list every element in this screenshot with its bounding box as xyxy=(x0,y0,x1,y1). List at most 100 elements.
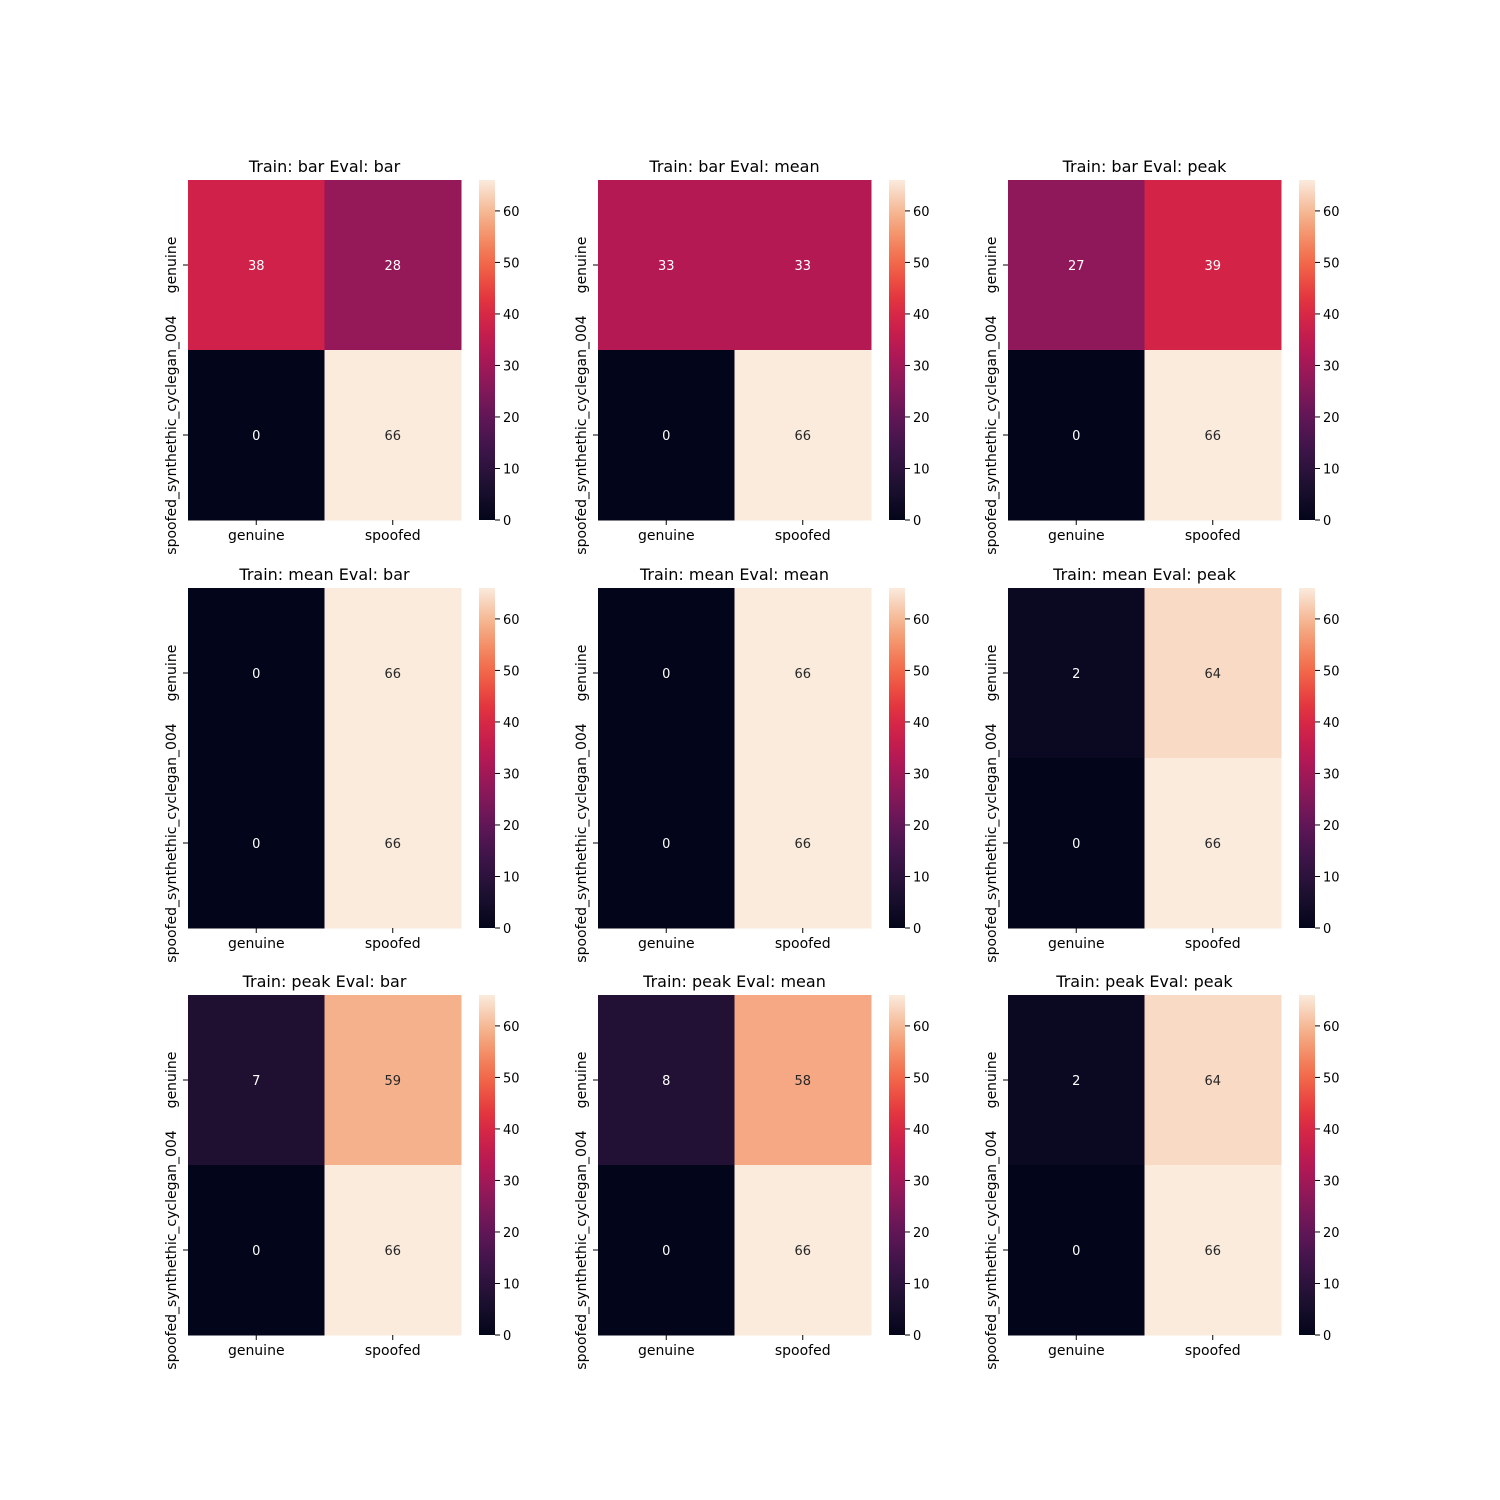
heatmap-cell xyxy=(324,588,462,759)
cell-value-label: 0 xyxy=(252,1244,260,1259)
colorbar-tick-label: 60 xyxy=(1323,613,1340,628)
heatmap-cell xyxy=(188,758,325,929)
colorbar-tick-label: 0 xyxy=(503,1329,511,1344)
cell-value-label: 66 xyxy=(794,667,811,682)
x-tick-label: spoofed xyxy=(365,528,421,544)
heatmap-cell xyxy=(598,758,735,929)
x-tick-label: genuine xyxy=(1048,1343,1105,1359)
cell-value-label: 66 xyxy=(1204,429,1221,444)
heatmap-cell xyxy=(734,588,872,759)
y-tick-label: spoofed_synthethic_cyclegan_004 xyxy=(164,723,180,962)
cell-value-label: 2 xyxy=(1072,667,1080,682)
cell-value-label: 8 xyxy=(662,1074,670,1089)
colorbar-tick-label: 30 xyxy=(503,359,520,374)
colorbar-tick-label: 0 xyxy=(913,514,921,529)
colorbar-tick-label: 60 xyxy=(913,205,930,220)
x-tick-label: spoofed xyxy=(365,1343,421,1359)
cell-value-label: 66 xyxy=(794,837,811,852)
cell-value-label: 59 xyxy=(384,1074,401,1089)
colorbar-tick-label: 20 xyxy=(1323,1226,1340,1241)
colorbar-tick-label: 40 xyxy=(503,1123,520,1138)
cell-value-label: 66 xyxy=(1204,1244,1221,1259)
cell-value-label: 0 xyxy=(1072,429,1080,444)
cell-value-label: 33 xyxy=(794,259,811,274)
colorbar-tick-label: 60 xyxy=(503,1020,520,1035)
panel-title: Train: bar Eval: bar xyxy=(248,157,401,176)
heatmap-cell xyxy=(734,758,872,929)
colorbar-tick-label: 40 xyxy=(503,716,520,731)
colorbar-tick-label: 50 xyxy=(913,1071,930,1086)
cell-value-label: 2 xyxy=(1072,1074,1080,1089)
heatmap-cell xyxy=(324,758,462,929)
colorbar xyxy=(889,995,905,1335)
x-tick-label: genuine xyxy=(228,1343,285,1359)
cell-value-label: 28 xyxy=(384,259,401,274)
colorbar-tick-label: 0 xyxy=(1323,514,1331,529)
x-tick-label: spoofed xyxy=(775,1343,831,1359)
cell-value-label: 0 xyxy=(252,429,260,444)
colorbar-tick-label: 40 xyxy=(913,1123,930,1138)
cell-value-label: 66 xyxy=(384,837,401,852)
cell-value-label: 58 xyxy=(794,1074,811,1089)
colorbar-tick-label: 30 xyxy=(503,1174,520,1189)
heatmap-panel: Train: mean Eval: mean 0 66 0 66 genuine spoof… xyxy=(574,565,930,963)
x-tick-label: spoofed xyxy=(775,936,831,952)
x-tick-label: genuine xyxy=(638,936,695,952)
panel-title: Train: peak Eval: peak xyxy=(1055,972,1233,991)
panel-title: Train: mean Eval: peak xyxy=(1052,565,1236,584)
x-tick-label: spoofed xyxy=(1185,1343,1241,1359)
colorbar-tick-label: 20 xyxy=(913,411,930,426)
heatmap-cell xyxy=(1008,758,1145,929)
heatmap-cell xyxy=(324,180,462,351)
colorbar-tick-label: 40 xyxy=(1323,308,1340,323)
x-tick-label: genuine xyxy=(1048,936,1105,952)
y-tick-label: genuine xyxy=(984,237,1000,294)
colorbar-tick-label: 30 xyxy=(913,359,930,374)
colorbar-tick-label: 50 xyxy=(503,1071,520,1086)
colorbar-tick-label: 60 xyxy=(913,1020,930,1035)
heatmap-panel: Train: mean Eval: peak 2 64 0 66 genuine spoof… xyxy=(984,565,1340,963)
colorbar-tick-label: 30 xyxy=(913,767,930,782)
colorbar-tick-label: 0 xyxy=(503,922,511,937)
colorbar-tick-label: 0 xyxy=(1323,922,1331,937)
heatmap-panel: Train: peak Eval: mean 8 58 0 66 genuine spoof… xyxy=(574,972,930,1370)
cell-value-label: 0 xyxy=(662,429,670,444)
cell-value-label: 64 xyxy=(1204,667,1221,682)
colorbar-tick-label: 20 xyxy=(1323,411,1340,426)
colorbar-tick-label: 10 xyxy=(913,462,930,477)
heatmap-panel: Train: bar Eval: mean 33 33 0 66 genuine spoof… xyxy=(574,157,930,555)
colorbar-tick-label: 40 xyxy=(913,716,930,731)
panel-title: Train: peak Eval: mean xyxy=(642,972,826,991)
cell-value-label: 66 xyxy=(384,1244,401,1259)
heatmap-panel: Train: peak Eval: peak 2 64 0 66 genuine spoof… xyxy=(984,972,1340,1370)
colorbar-tick-label: 10 xyxy=(913,870,930,885)
heatmap-cell xyxy=(1008,588,1145,759)
heatmap-cell xyxy=(734,350,872,521)
heatmap-cell xyxy=(1144,180,1282,351)
colorbar-tick-label: 10 xyxy=(503,870,520,885)
heatmap-cell xyxy=(188,350,325,521)
heatmap-cell xyxy=(1008,350,1145,521)
y-tick-label: spoofed_synthethic_cyclegan_004 xyxy=(574,315,590,554)
colorbar-tick-label: 30 xyxy=(1323,359,1340,374)
colorbar-tick-label: 0 xyxy=(913,1329,921,1344)
y-tick-label: genuine xyxy=(164,1052,180,1109)
colorbar-tick-label: 30 xyxy=(1323,767,1340,782)
y-tick-label: spoofed_synthethic_cyclegan_004 xyxy=(984,723,1000,962)
colorbar xyxy=(1299,995,1315,1335)
cell-value-label: 0 xyxy=(662,1244,670,1259)
x-tick-label: genuine xyxy=(228,528,285,544)
colorbar-tick-label: 50 xyxy=(913,256,930,271)
cell-value-label: 66 xyxy=(384,667,401,682)
heatmap-cell xyxy=(188,588,325,759)
y-tick-label: genuine xyxy=(984,645,1000,702)
colorbar-tick-label: 40 xyxy=(1323,1123,1340,1138)
cell-value-label: 66 xyxy=(1204,837,1221,852)
colorbar-tick-label: 30 xyxy=(503,767,520,782)
heatmap-cell xyxy=(598,350,735,521)
y-tick-label: spoofed_synthethic_cyclegan_004 xyxy=(164,1130,180,1369)
y-tick-label: genuine xyxy=(164,645,180,702)
heatmap-cell xyxy=(188,1165,325,1336)
colorbar-tick-label: 50 xyxy=(913,664,930,679)
colorbar-tick-label: 60 xyxy=(913,613,930,628)
